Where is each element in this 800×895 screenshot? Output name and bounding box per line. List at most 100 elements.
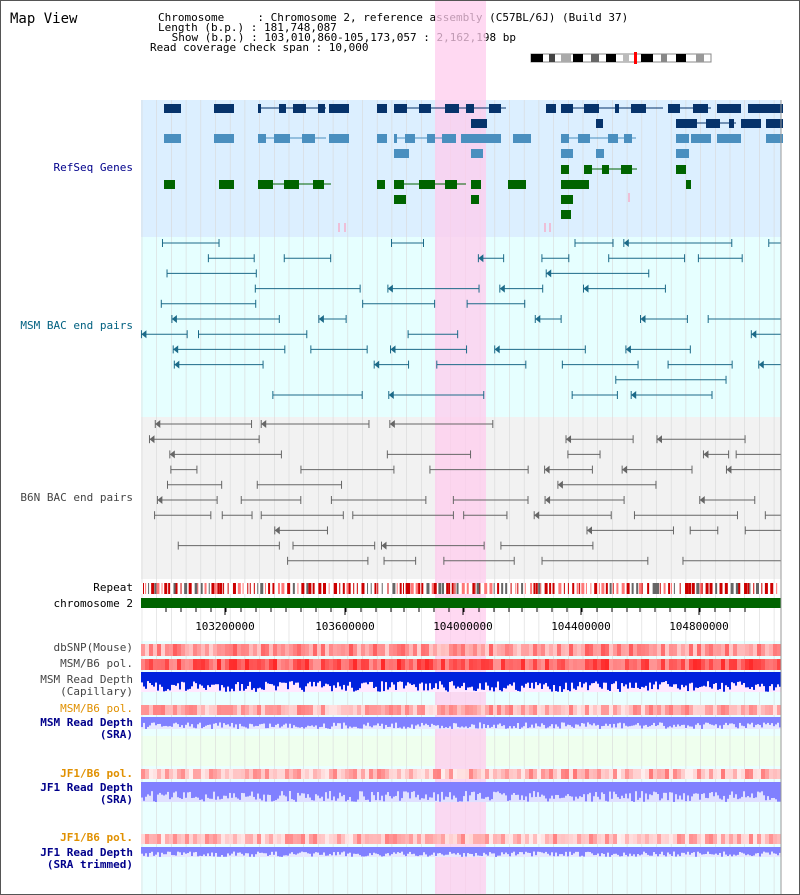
gene-exon (686, 180, 691, 189)
heat-cell (761, 644, 765, 656)
depth-bar (283, 672, 285, 683)
depth-bar (637, 782, 639, 800)
depth-bar (293, 847, 295, 855)
depth-bar (537, 672, 539, 686)
msm-depth-capillary-label: MSM Read Depth (40, 673, 133, 686)
depth-bar (467, 717, 469, 729)
depth-bar (707, 782, 709, 799)
heat-cell (289, 644, 293, 656)
heat-cell (393, 769, 397, 779)
msm-depth-capillary-label-2: (Capillary) (60, 685, 133, 698)
repeat-element (753, 583, 755, 594)
repeat-element (318, 583, 322, 594)
depth-bar (577, 847, 579, 852)
heat-cell (209, 834, 213, 844)
depth-bar (567, 717, 569, 725)
depth-bar (647, 717, 649, 727)
depth-bar (479, 717, 481, 723)
depth-bar (543, 717, 545, 725)
heat-cell (429, 644, 433, 656)
depth-bar (509, 717, 511, 727)
depth-bar (503, 672, 505, 688)
depth-bar (223, 847, 225, 857)
depth-bar (249, 847, 251, 857)
heat-cell (673, 834, 677, 844)
depth-bar (225, 672, 227, 692)
heat-cell (597, 834, 601, 844)
depth-bar (309, 847, 311, 854)
heat-cell (213, 659, 217, 670)
heat-cell (353, 769, 357, 779)
depth-bar (665, 782, 667, 793)
gene-exon (584, 165, 592, 174)
depth-bar (459, 782, 461, 802)
depth-bar (271, 782, 273, 802)
heat-cell (513, 705, 517, 715)
heat-cell (309, 705, 313, 715)
repeat-element (605, 583, 608, 594)
heat-cell (357, 769, 361, 779)
gene-exon (676, 149, 689, 158)
depth-bar (187, 672, 189, 690)
depth-bar (589, 782, 591, 793)
depth-bar (175, 717, 177, 723)
heat-cell (609, 705, 613, 715)
depth-bar (621, 782, 623, 796)
heat-cell (437, 659, 441, 670)
depth-bar (221, 847, 223, 856)
depth-bar (553, 782, 555, 799)
depth-bar (689, 782, 691, 801)
heat-cell (477, 705, 481, 715)
repeat-element (510, 583, 512, 594)
depth-bar (687, 847, 689, 852)
depth-bar (295, 717, 297, 727)
depth-bar (523, 717, 525, 727)
depth-bar (779, 847, 781, 853)
depth-bar (389, 717, 391, 727)
bac-end-arrow (557, 480, 563, 489)
depth-bar (689, 672, 691, 684)
depth-bar (619, 782, 621, 799)
depth-bar (525, 672, 527, 684)
depth-bar (215, 717, 217, 724)
heat-cell (405, 834, 409, 844)
depth-bar (519, 672, 521, 692)
gene-exon (561, 195, 573, 204)
heat-cell (685, 659, 689, 670)
heat-cell (361, 769, 365, 779)
heat-cell (505, 769, 509, 779)
heat-cell (281, 769, 285, 779)
depth-bar (373, 782, 375, 796)
heat-cell (721, 644, 725, 656)
depth-bar (477, 717, 479, 729)
depth-bar (685, 782, 687, 802)
depth-bar (491, 782, 493, 800)
depth-bar (199, 717, 201, 723)
repeat-element (219, 583, 223, 594)
depth-bar (385, 847, 387, 854)
heat-cell (745, 705, 749, 715)
depth-bar (185, 847, 187, 854)
heat-cell (745, 834, 749, 844)
gene-exon (394, 149, 409, 158)
depth-bar (559, 782, 561, 799)
heat-cell (649, 659, 653, 670)
heat-cell (517, 705, 521, 715)
heat-cell (729, 644, 733, 656)
heat-cell (289, 769, 293, 779)
depth-bar (541, 672, 543, 689)
heat-cell (381, 769, 385, 779)
depth-bar (473, 717, 475, 725)
msm-b6-pol-label: MSM/B6 pol. (60, 657, 133, 670)
heat-cell (609, 834, 613, 844)
depth-bar (399, 672, 401, 682)
depth-bar (153, 847, 155, 856)
depth-bar (181, 672, 183, 682)
depth-bar (631, 782, 633, 802)
depth-bar (677, 847, 679, 855)
heat-cell (281, 659, 285, 670)
heat-cell (645, 769, 649, 779)
heat-cell (485, 644, 489, 656)
depth-bar (533, 782, 535, 792)
